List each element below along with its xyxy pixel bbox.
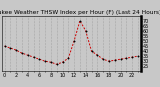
Title: Milwaukee Weather THSW Index per Hour (F) (Last 24 Hours): Milwaukee Weather THSW Index per Hour (F… bbox=[0, 10, 160, 15]
